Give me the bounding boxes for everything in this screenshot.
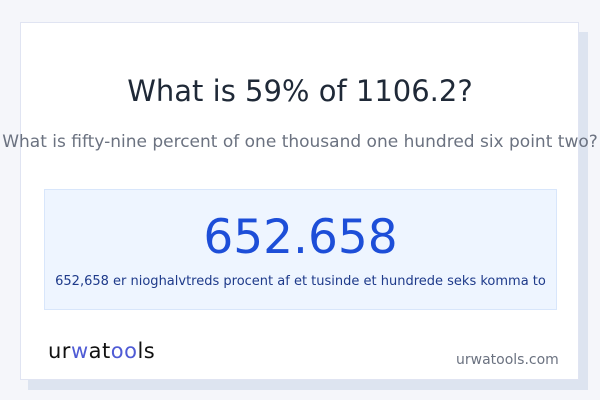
site-url: urwatools.com (456, 352, 559, 368)
result-box: 652.658 652,658 er nioghalvtreds procent… (44, 189, 557, 310)
page-title: What is 59% of 1106.2? (127, 74, 473, 108)
page-subtitle: What is fifty-nine percent of one thousa… (2, 132, 598, 152)
result-value: 652.658 (203, 210, 398, 265)
logo: urwatools (48, 339, 156, 363)
result-words: 652,658 er nioghalvtreds procent af et t… (55, 274, 546, 289)
